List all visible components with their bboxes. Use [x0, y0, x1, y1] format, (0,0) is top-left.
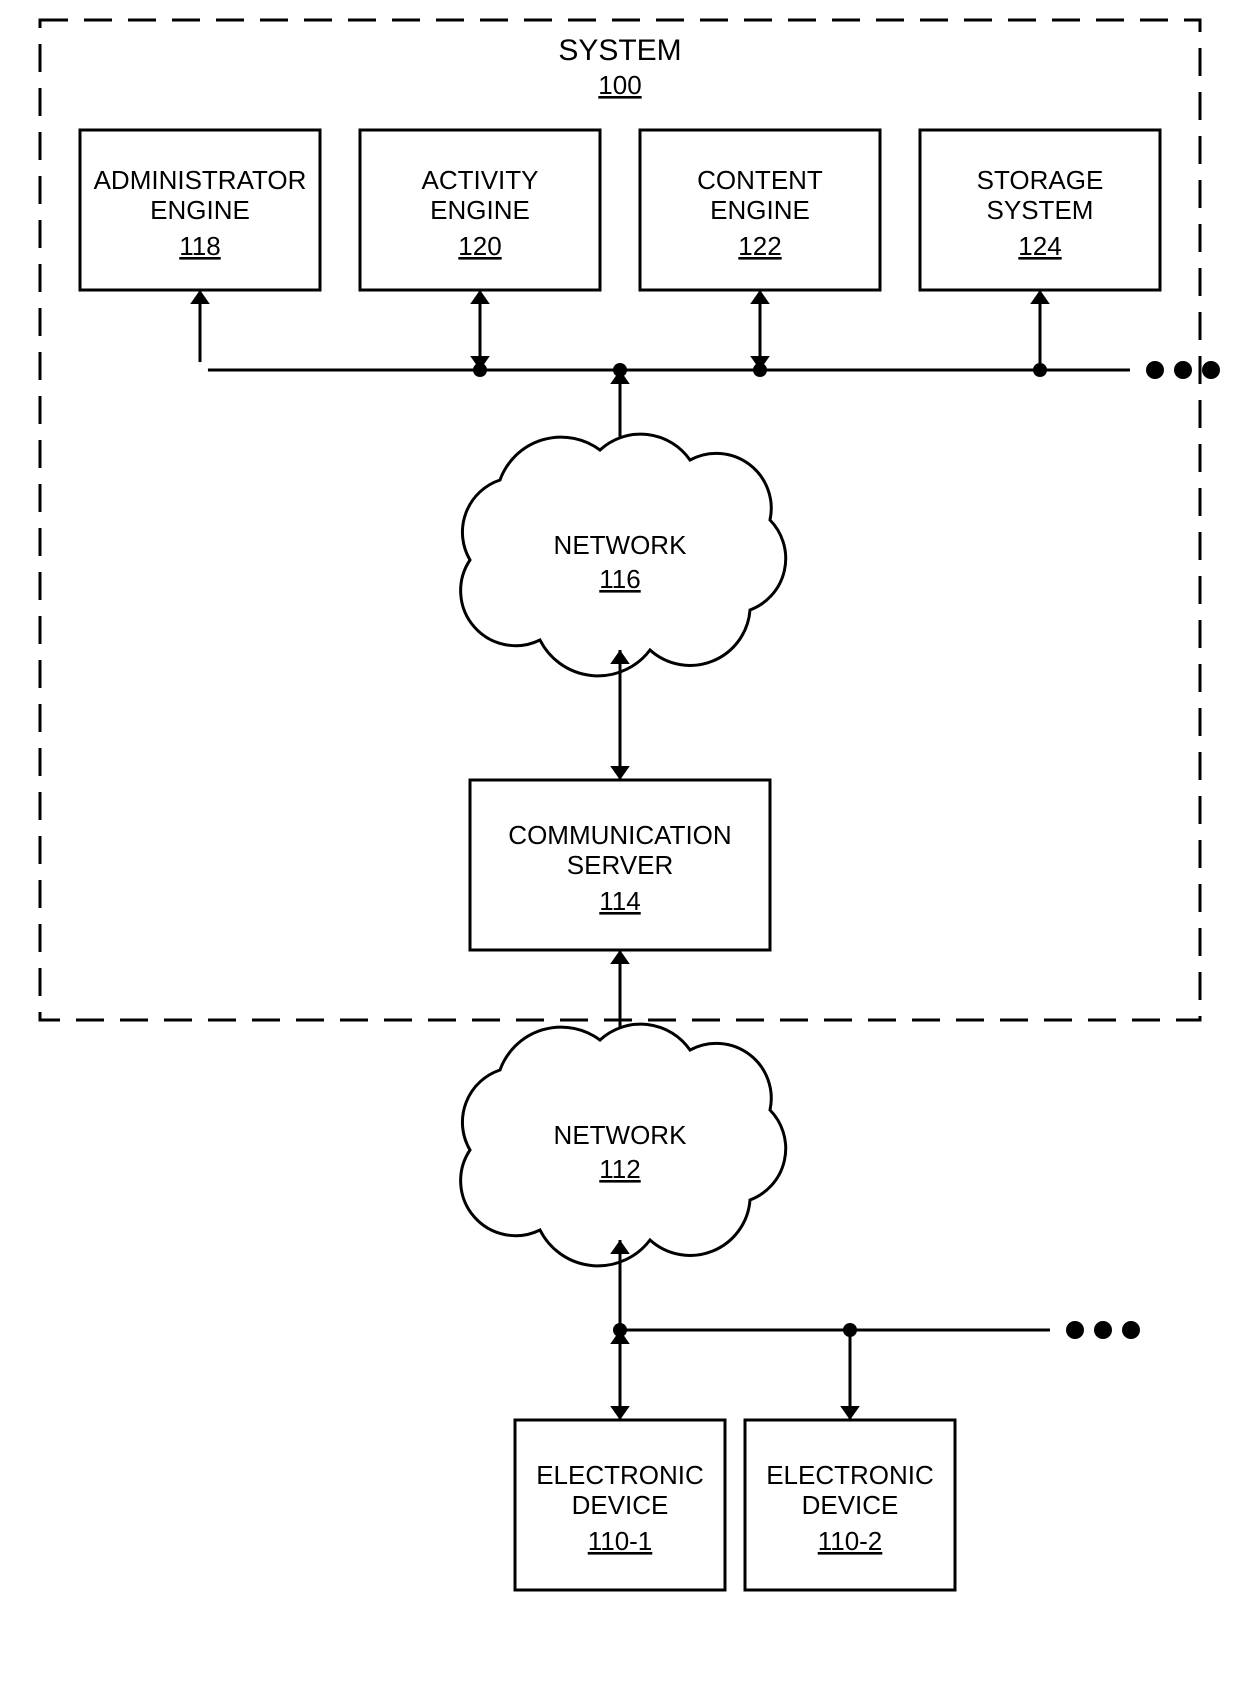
box-comm-server-label: SERVER	[567, 850, 673, 880]
box-dev2-label: DEVICE	[802, 1490, 899, 1520]
arrowhead	[610, 766, 630, 780]
ellipsis-dot	[1094, 1321, 1112, 1339]
box-comm-server-ref: 114	[599, 886, 640, 916]
arrowhead	[610, 1330, 630, 1344]
box-activity-label: ACTIVITY	[421, 165, 538, 195]
box-storage-ref: 124	[1018, 231, 1061, 261]
junction-dot	[843, 1323, 857, 1337]
arrowhead	[1030, 290, 1050, 304]
arrowhead	[470, 290, 490, 304]
arrowhead	[610, 1406, 630, 1420]
ellipsis-dot	[1122, 1321, 1140, 1339]
arrowhead	[750, 290, 770, 304]
box-storage-label: STORAGE	[977, 165, 1104, 195]
ellipsis-dot	[1174, 361, 1192, 379]
box-admin-ref: 118	[179, 231, 220, 261]
box-dev2-ref: 110-2	[818, 1526, 883, 1556]
network2-cloud-ref: 112	[599, 1154, 640, 1184]
box-activity-ref: 120	[458, 231, 501, 261]
ellipsis-dot	[1202, 361, 1220, 379]
junction-dot	[1033, 363, 1047, 377]
network1-cloud-ref: 116	[599, 564, 640, 594]
arrowhead	[610, 950, 630, 964]
junction-dot	[753, 363, 767, 377]
ellipsis-dot	[1066, 1321, 1084, 1339]
network2-cloud-label: NETWORK	[554, 1120, 688, 1150]
box-dev1-label: DEVICE	[572, 1490, 669, 1520]
box-dev2-label: ELECTRONIC	[766, 1460, 934, 1490]
system-title: SYSTEM	[558, 34, 681, 67]
arrowhead	[190, 290, 210, 304]
arrowhead	[840, 1406, 860, 1420]
ellipsis-dot	[1146, 361, 1164, 379]
box-dev1-ref: 110-1	[588, 1526, 653, 1556]
box-content-ref: 122	[738, 231, 781, 261]
junction-dot	[613, 363, 627, 377]
network1-cloud-label: NETWORK	[554, 530, 688, 560]
box-activity-label: ENGINE	[430, 195, 530, 225]
system-ref: 100	[598, 70, 641, 100]
box-admin-label: ENGINE	[150, 195, 250, 225]
junction-dot	[473, 363, 487, 377]
box-content-label: CONTENT	[697, 165, 823, 195]
box-admin-label: ADMINISTRATOR	[94, 165, 307, 195]
box-storage-label: SYSTEM	[987, 195, 1094, 225]
box-content-label: ENGINE	[710, 195, 810, 225]
box-comm-server-label: COMMUNICATION	[508, 820, 731, 850]
box-dev1-label: ELECTRONIC	[536, 1460, 704, 1490]
